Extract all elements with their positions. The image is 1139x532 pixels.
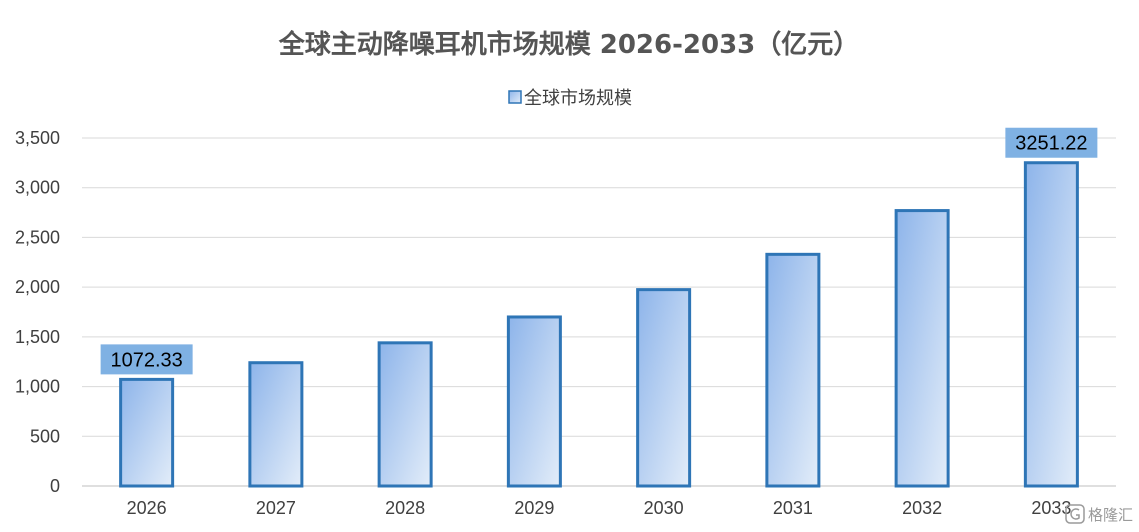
y-tick-label: 2,500	[15, 227, 60, 247]
legend: 全球市场规模	[508, 88, 632, 109]
y-tick-label: 2,000	[15, 277, 60, 297]
bar	[765, 252, 821, 488]
data-label-box	[100, 344, 193, 375]
legend-label: 全球市场规模	[524, 88, 632, 109]
data-label-box	[1005, 127, 1098, 158]
data-labels: 1072.33 3251.22	[100, 127, 1098, 375]
data-label-value: 3251.22	[1015, 133, 1087, 155]
x-tick-label: 2026	[127, 498, 167, 518]
data-label-value: 1072.33	[110, 349, 182, 371]
gridlines	[82, 137, 1116, 487]
legend-swatch	[508, 90, 522, 104]
y-tick-label: 3,500	[15, 128, 60, 148]
gelonghui-logo-icon	[1065, 504, 1085, 524]
bar	[894, 209, 950, 488]
bar	[377, 341, 433, 488]
x-tick-label: 2033	[1031, 498, 1071, 518]
watermark-text: 格隆汇	[1088, 506, 1133, 524]
y-tick-label: 3,000	[15, 178, 60, 198]
y-tick-label: 1,500	[15, 327, 60, 347]
x-axis-ticks: 2026 2027 2028 2029 2030 2031 2032 2033	[127, 498, 1072, 518]
watermark: 格隆汇	[1065, 504, 1133, 524]
x-tick-label: 2030	[644, 498, 684, 518]
x-tick-label: 2032	[902, 498, 942, 518]
bar	[506, 315, 562, 488]
bar	[1023, 161, 1079, 488]
x-tick-label: 2029	[514, 498, 554, 518]
x-tick-label: 2027	[256, 498, 296, 518]
data-label: 3251.22	[1005, 127, 1098, 158]
bars	[119, 161, 1079, 488]
y-axis-ticks: 0 500 1,000 1,500 2,000 2,500 3,000 3,500	[15, 128, 60, 496]
x-tick-label: 2028	[385, 498, 425, 518]
y-tick-label: 500	[30, 426, 60, 446]
bar	[248, 361, 304, 488]
bar	[636, 288, 692, 488]
y-tick-label: 0	[50, 476, 60, 496]
bar	[119, 377, 175, 488]
x-tick-label: 2031	[773, 498, 813, 518]
chart-title: 全球主动降噪耳机市场规模 2026-2033（亿元）	[278, 29, 860, 60]
y-tick-label: 1,000	[15, 377, 60, 397]
data-label: 1072.33	[100, 344, 193, 375]
